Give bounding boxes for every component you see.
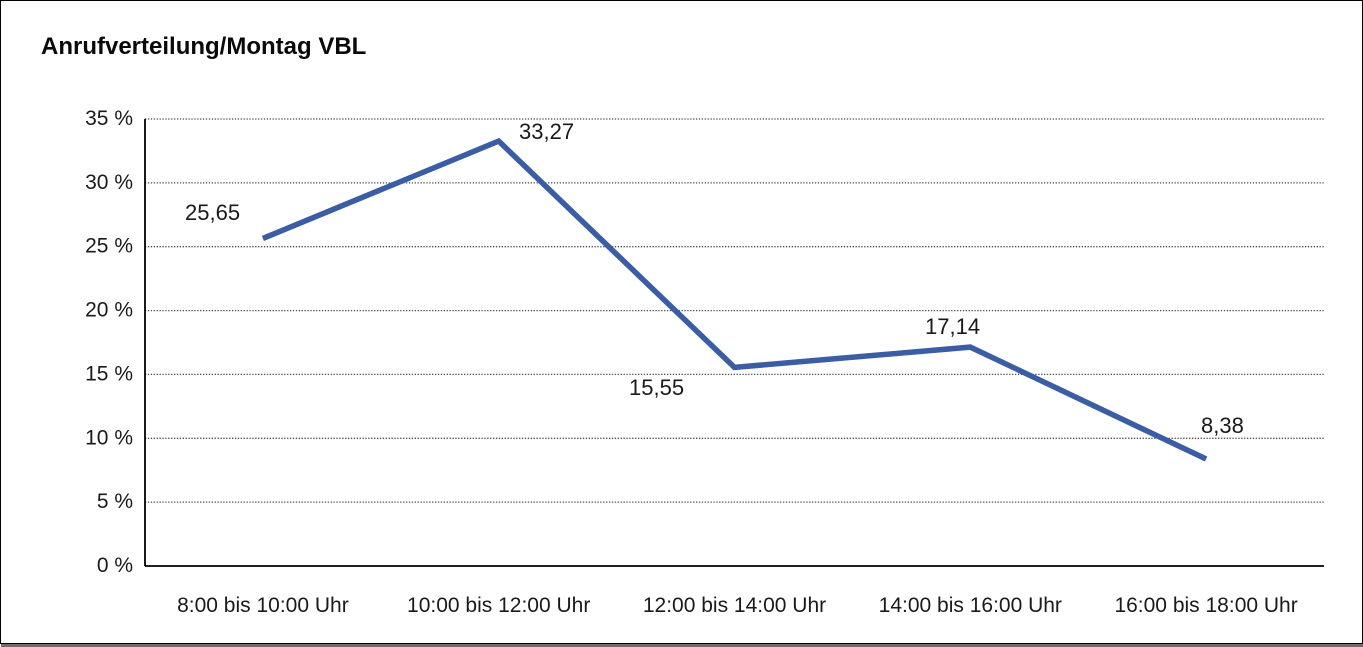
- svg-text:33,27: 33,27: [519, 119, 574, 144]
- svg-text:15,55: 15,55: [629, 375, 684, 400]
- svg-text:0 %: 0 %: [97, 554, 133, 577]
- svg-text:10 %: 10 %: [85, 426, 133, 449]
- svg-text:5 %: 5 %: [97, 490, 133, 513]
- svg-text:25 %: 25 %: [85, 235, 133, 258]
- svg-text:30 %: 30 %: [85, 171, 133, 194]
- svg-text:16:00 bis 18:00 Uhr: 16:00 bis 18:00 Uhr: [1114, 594, 1297, 617]
- svg-text:35 %: 35 %: [85, 107, 133, 130]
- svg-text:10:00 bis 12:00 Uhr: 10:00 bis 12:00 Uhr: [407, 594, 590, 617]
- svg-text:8,38: 8,38: [1201, 413, 1244, 438]
- svg-text:12:00 bis 14:00 Uhr: 12:00 bis 14:00 Uhr: [643, 594, 826, 617]
- svg-text:14:00 bis 16:00 Uhr: 14:00 bis 16:00 Uhr: [879, 594, 1062, 617]
- svg-text:25,65: 25,65: [185, 200, 240, 225]
- svg-text:20 %: 20 %: [85, 299, 133, 322]
- svg-text:8:00 bis 10:00 Uhr: 8:00 bis 10:00 Uhr: [177, 594, 349, 617]
- svg-text:15 %: 15 %: [85, 362, 133, 385]
- svg-text:17,14: 17,14: [925, 314, 980, 339]
